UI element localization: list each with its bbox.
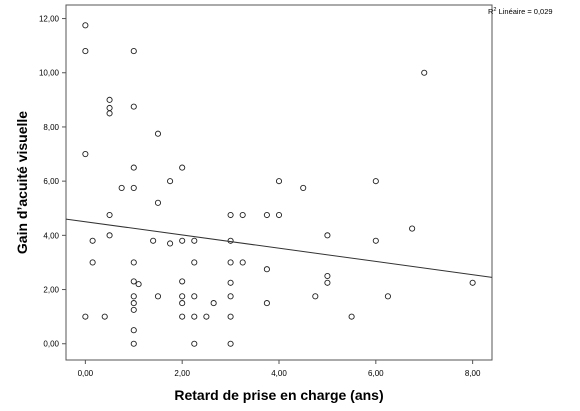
- data-point: [263, 266, 270, 273]
- data-point: [263, 300, 270, 307]
- y-tick-label: 10,00: [39, 69, 60, 78]
- data-point: [227, 279, 234, 286]
- data-point: [106, 232, 113, 239]
- y-tick-label: 0,00: [43, 340, 59, 349]
- data-point: [150, 237, 157, 244]
- data-point: [191, 293, 198, 300]
- x-tick-label: 2,00: [174, 369, 190, 378]
- data-point: [275, 211, 283, 219]
- data-point: [106, 110, 113, 117]
- data-point: [409, 225, 416, 232]
- data-point: [118, 184, 125, 191]
- data-point: [106, 96, 113, 103]
- data-point: [106, 104, 113, 112]
- data-point: [167, 178, 174, 185]
- data-point: [179, 237, 186, 244]
- data-point: [263, 211, 270, 219]
- data-point: [227, 340, 234, 347]
- data-point: [130, 259, 137, 266]
- data-point: [130, 340, 137, 347]
- x-axis-ticks: 0,00 2,00 4,00 6,00 8,00: [78, 360, 481, 378]
- data-point: [348, 313, 355, 320]
- data-point: [227, 259, 234, 266]
- y-tick-label: 12,00: [39, 15, 60, 24]
- data-point: [82, 313, 89, 320]
- regression-line: [65, 218, 493, 278]
- data-point: [384, 293, 391, 300]
- data-point: [154, 293, 162, 300]
- r2-annotation: R2 Linéaire = 0,029: [488, 7, 553, 16]
- data-point: [130, 300, 137, 307]
- y-axis-ticks: 0,00 2,00 4,00 6,00 8,00 10,00 12,00: [39, 15, 66, 349]
- data-point: [239, 259, 246, 266]
- data-point: [89, 259, 96, 266]
- y-tick-label: 6,00: [43, 177, 59, 186]
- data-point: [82, 22, 89, 29]
- x-tick-label: 8,00: [465, 369, 481, 378]
- data-point: [135, 281, 142, 288]
- y-axis-title: Gain d’acuité visuelle: [14, 111, 30, 254]
- data-point: [82, 48, 89, 55]
- data-point: [191, 259, 198, 266]
- data-point: [154, 130, 162, 137]
- x-tick-label: 0,00: [78, 369, 94, 378]
- data-point: [82, 150, 89, 158]
- data-point: [89, 237, 96, 244]
- data-points: [82, 22, 476, 347]
- data-point: [372, 178, 379, 185]
- data-point: [312, 293, 319, 300]
- data-point: [469, 279, 476, 286]
- data-point: [130, 278, 137, 285]
- y-tick-label: 4,00: [43, 231, 59, 240]
- data-point: [130, 48, 137, 55]
- data-point: [300, 184, 307, 191]
- data-point: [372, 237, 379, 244]
- data-point: [227, 293, 234, 300]
- plot-frame: [65, 4, 493, 361]
- data-point: [191, 237, 198, 244]
- data-point: [101, 313, 108, 320]
- x-tick-label: 4,00: [271, 369, 287, 378]
- data-point: [239, 211, 246, 219]
- data-point: [324, 272, 331, 280]
- data-point: [179, 278, 186, 285]
- data-point: [130, 164, 137, 171]
- data-point: [179, 293, 186, 300]
- data-point: [179, 164, 186, 171]
- y-tick-label: 8,00: [43, 123, 59, 132]
- data-point: [227, 313, 234, 320]
- data-point: [130, 306, 137, 313]
- data-point: [203, 313, 210, 320]
- data-point: [167, 240, 174, 247]
- data-point: [324, 279, 331, 286]
- data-point: [191, 313, 198, 320]
- data-point: [106, 211, 113, 219]
- x-tick-label: 6,00: [368, 369, 384, 378]
- data-point: [227, 237, 234, 244]
- data-point: [179, 313, 186, 320]
- data-point: [130, 327, 137, 334]
- data-point: [210, 300, 217, 307]
- y-tick-label: 2,00: [43, 286, 59, 295]
- data-point: [324, 232, 331, 239]
- data-point: [191, 340, 198, 347]
- data-point: [275, 178, 283, 185]
- data-point: [130, 103, 137, 110]
- data-point: [130, 293, 137, 300]
- data-point: [179, 300, 186, 307]
- data-point: [227, 211, 234, 219]
- x-axis-title: Retard de prise en charge (ans): [174, 387, 383, 403]
- data-point: [130, 184, 137, 191]
- data-point: [154, 199, 162, 206]
- data-point: [421, 69, 428, 76]
